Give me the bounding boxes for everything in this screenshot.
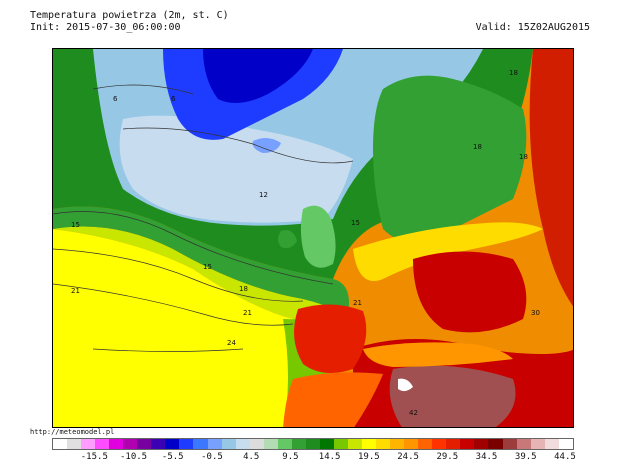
legend-swatch: [235, 439, 250, 449]
legend-swatch: [474, 439, 489, 449]
legend-swatch: [488, 439, 503, 449]
contour-label: 24: [227, 339, 236, 347]
legend-tick-label: -5.5: [161, 452, 184, 462]
legend-swatch: [165, 439, 180, 449]
contour-label: 21: [71, 287, 80, 295]
legend-tick-label: 24.5: [397, 452, 419, 462]
ireland: [278, 230, 297, 249]
desert-white: [398, 378, 413, 392]
legend-tick-label: 9.5: [282, 452, 299, 462]
contour-label: 12: [259, 191, 268, 199]
iceland: [252, 137, 281, 153]
italy-balkans-heat: [413, 251, 527, 333]
legend-swatch: [404, 439, 419, 449]
scandinavia: [373, 75, 527, 243]
contour-24: [92, 348, 244, 352]
legend-swatch: [53, 439, 68, 449]
color-legend: [52, 438, 574, 450]
temperature-map: 6 6 12 15 15 15 18 18 18 18 21 21 21 24 …: [52, 48, 574, 428]
legend-swatch: [319, 439, 334, 449]
legend-swatch: [263, 439, 278, 449]
legend-tick-label: 29.5: [436, 452, 459, 462]
legend-swatch: [95, 439, 110, 449]
legend-swatch: [291, 439, 306, 449]
desert-hot-core: [389, 365, 516, 427]
europe-yellow-belt: [353, 222, 543, 281]
legend-swatch: [446, 439, 461, 449]
legend-swatch: [137, 439, 152, 449]
atlantic-yellow: [53, 229, 293, 427]
contour-21: [53, 283, 294, 326]
legend-swatch: [207, 439, 222, 449]
contour-label: 42: [409, 409, 418, 417]
legend-swatch: [530, 439, 545, 449]
legend-tick-label: 14.5: [318, 452, 341, 462]
legend-tick-label: 19.5: [358, 452, 380, 462]
legend-swatch: [123, 439, 138, 449]
contour-15: [53, 211, 334, 285]
legend-tick-label: 4.5: [243, 452, 260, 462]
legend-swatch: [151, 439, 166, 449]
contour-label: 21: [353, 299, 362, 307]
legend-swatch: [221, 439, 236, 449]
atlantic-lightgreen: [53, 226, 343, 322]
legend-swatch: [333, 439, 348, 449]
legend-swatch: [193, 439, 208, 449]
legend-swatch: [432, 439, 447, 449]
map-title: Temperatura powietrza (2m, st. C): [30, 10, 229, 21]
contour-label: 6: [171, 95, 176, 103]
contour-label: 6: [113, 95, 118, 103]
north-africa-coast: [283, 372, 383, 427]
source-credit: http://meteomodel.pl: [30, 428, 115, 436]
contour-label: 15: [71, 221, 80, 229]
legend-swatch: [516, 439, 531, 449]
legend-swatch: [277, 439, 292, 449]
legend-swatch: [109, 439, 124, 449]
eastern-heat: [529, 49, 573, 307]
legend-swatch: [376, 439, 391, 449]
contour-12: [122, 127, 354, 164]
contour-6: [92, 84, 194, 95]
contour-label: 30: [531, 309, 540, 317]
valid-time: Valid: 15Z02AUG2015: [475, 22, 590, 33]
legend-swatch: [179, 439, 194, 449]
legend-swatch: [347, 439, 363, 449]
legend-tick-label: 34.5: [475, 452, 498, 462]
legend-tick-label: -15.5: [80, 452, 108, 462]
med-sea: [363, 342, 513, 367]
legend-tick-label: 39.5: [514, 452, 537, 462]
contour-label: 18: [473, 143, 482, 151]
legend-swatch: [305, 439, 320, 449]
atlantic-green: [53, 206, 349, 314]
legend-swatch: [502, 439, 517, 449]
contour-label: 15: [351, 219, 360, 227]
legend-tick-label: 44.5: [554, 452, 576, 462]
legend-swatch: [544, 439, 559, 449]
legend-ticks: -15.5 -10.5 -5.5 -0.5 4.5 9.5 14.5 19.5 24.5 29.5…: [52, 452, 576, 464]
legend-swatch: [249, 439, 264, 449]
contour-label: 18: [519, 153, 528, 161]
legend-swatch: [81, 439, 96, 449]
legend-swatch: [390, 439, 405, 449]
iberia-heat: [294, 304, 367, 373]
legend-swatch: [418, 439, 433, 449]
greenland-core: [203, 49, 313, 103]
legend-swatch: [558, 439, 573, 449]
british-isles: [300, 205, 336, 268]
contour-label: 18: [509, 69, 518, 77]
init-time: Init: 2015-07-30_06:00:00: [30, 22, 181, 33]
contour-label: 18: [239, 285, 248, 293]
contour-label: 21: [243, 309, 252, 317]
legend-tick-label: -0.5: [201, 452, 223, 462]
contour-label: 15: [203, 263, 212, 271]
arctic-pale: [119, 115, 354, 223]
legend-swatch: [362, 439, 377, 449]
legend-swatch: [67, 439, 82, 449]
legend-tick-label: -10.5: [119, 452, 148, 462]
contour-18: [53, 248, 304, 302]
legend-swatch: [460, 439, 475, 449]
